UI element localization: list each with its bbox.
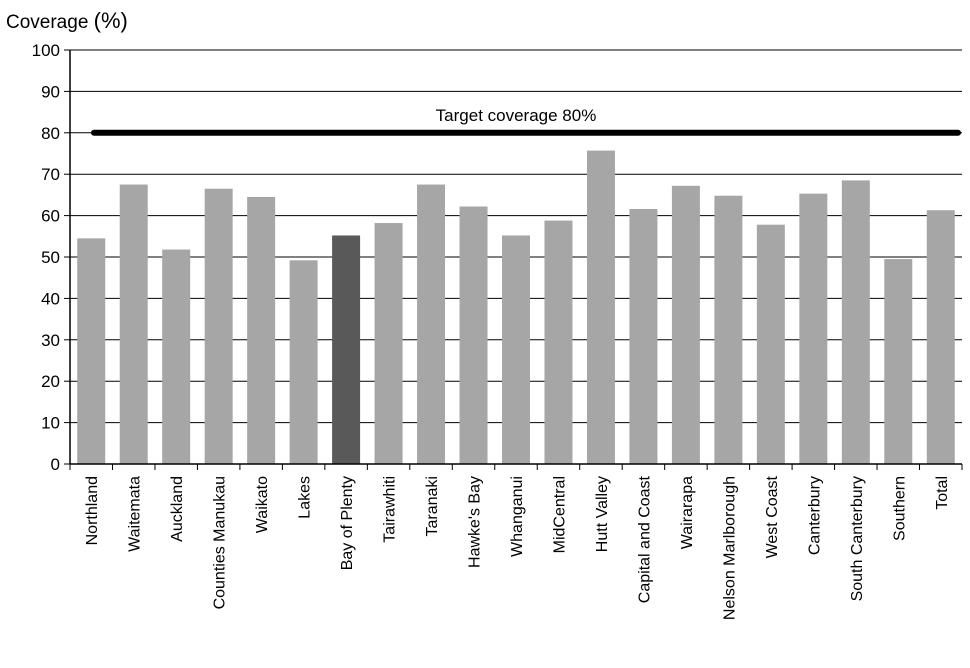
x-tick-label: South Canterbury <box>849 476 866 601</box>
x-tick-label: Whanganui <box>509 476 526 557</box>
y-tick-label: 40 <box>41 289 60 308</box>
x-tick-label: MidCentral <box>551 476 568 553</box>
bar-whanganui <box>502 235 530 464</box>
x-tick-label: Hawke's Bay <box>467 476 484 568</box>
target-label: Target coverage 80% <box>436 106 597 125</box>
bar-nelson-marlborough <box>714 195 743 464</box>
x-tick-label: Total <box>934 476 951 510</box>
bar-hutt-valley <box>586 150 615 465</box>
bar-lakes <box>289 260 318 464</box>
x-tick-label: Southern <box>891 476 908 541</box>
x-tick-label: Bay of Plenty <box>339 476 356 570</box>
bar-wairarapa <box>671 185 700 465</box>
x-tick-label: Taranaki <box>424 476 441 536</box>
y-tick-label: 10 <box>41 414 60 433</box>
bar-midcentral <box>544 220 573 464</box>
x-tick-label: Waikato <box>254 476 271 533</box>
y-tick-label: 90 <box>41 82 60 101</box>
y-tick-labels: 0 10 20 30 40 50 60 70 80 90 100 <box>32 41 60 474</box>
x-tick-label: Nelson Marlborough <box>721 476 738 620</box>
bar-waikato <box>247 196 276 464</box>
y-axis-title-unit: (%) <box>93 8 128 33</box>
y-tick-label: 60 <box>41 207 60 226</box>
y-tick-label: 100 <box>32 41 60 60</box>
x-tick-label: Northland <box>84 476 101 545</box>
x-tick-label: Canterbury <box>806 476 823 555</box>
bar-capital-and-coast <box>629 208 658 464</box>
bar-bay-of-plenty <box>332 235 361 464</box>
y-tick-label: 70 <box>41 165 60 184</box>
y-tick-label: 20 <box>41 372 60 391</box>
bars <box>77 150 955 465</box>
x-tick-label: Lakes <box>297 476 314 519</box>
y-tick-label: 80 <box>41 124 60 143</box>
target-line-group: Target coverage 80% <box>91 106 961 136</box>
bar-tairawhiti <box>374 223 403 464</box>
x-tick-label: Waitemata <box>127 476 144 552</box>
bar-southern <box>884 259 913 464</box>
bar-waitemata <box>119 184 148 465</box>
axes <box>64 49 963 470</box>
bar-south-canterbury <box>841 180 870 464</box>
x-tick-label: West Coast <box>764 475 781 558</box>
y-axis-title-text: Coverage <box>6 12 89 33</box>
x-tick-label: Hutt Valley <box>594 476 611 552</box>
x-tick-label: Wairarapa <box>679 476 696 549</box>
bar-taranaki <box>417 184 446 465</box>
bar-counties-manukau <box>204 188 233 464</box>
x-tick-labels: Northland Waitemata Auckland Counties Manuk… <box>84 475 951 620</box>
bar-hawke-s-bay <box>459 206 488 464</box>
x-tick-label: Capital and Coast <box>636 475 653 603</box>
x-tick-label: Tairawhiti <box>382 476 399 543</box>
x-tick-label: Counties Manukau <box>212 476 229 609</box>
bar-northland <box>77 238 106 464</box>
y-axis-title: Coverage (%) <box>6 8 128 34</box>
bar-canterbury <box>799 193 828 464</box>
y-tick-label: 50 <box>41 248 60 267</box>
y-tick-label: 0 <box>51 455 60 474</box>
bar-total <box>926 210 955 464</box>
y-tick-label: 30 <box>41 331 60 350</box>
bar-west-coast <box>756 224 785 464</box>
bar-auckland <box>162 249 191 464</box>
x-tick-label: Auckland <box>169 476 186 542</box>
